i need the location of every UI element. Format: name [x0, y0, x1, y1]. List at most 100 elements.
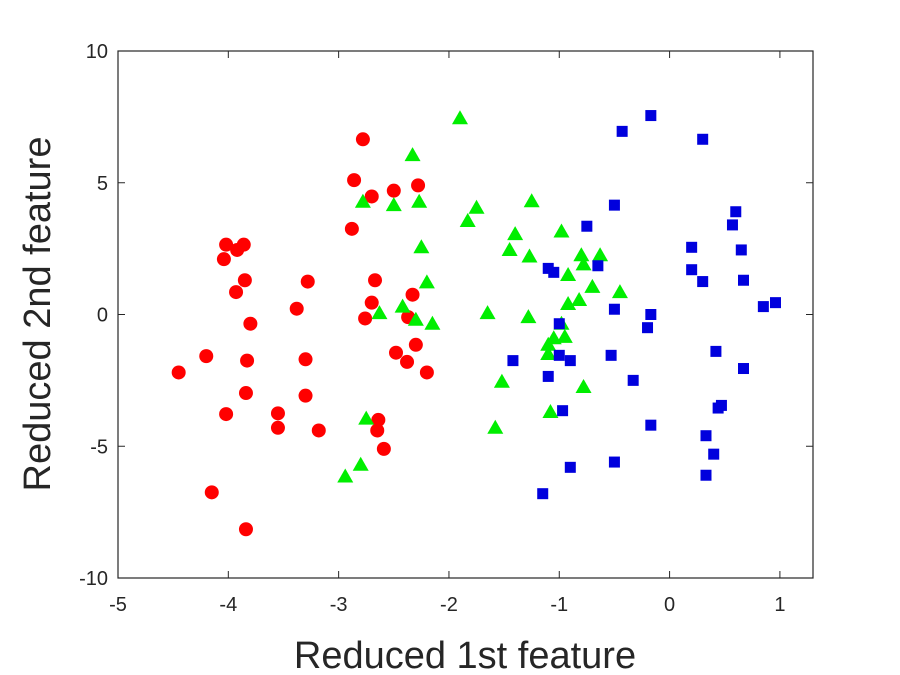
square-point — [564, 461, 576, 473]
triangle-point — [468, 199, 485, 214]
circle-point — [386, 183, 401, 198]
y-tick-label: -10 — [79, 568, 108, 590]
triangle-point — [573, 247, 590, 262]
square-point — [697, 276, 709, 288]
circle-point — [370, 423, 385, 438]
triangle-point — [571, 292, 588, 307]
circle-point — [405, 287, 420, 302]
triangle-point — [520, 309, 537, 324]
circle-point — [219, 407, 234, 422]
triangle-point — [553, 223, 570, 238]
square-point — [730, 206, 742, 218]
triangle-point — [451, 110, 468, 125]
square-point — [542, 370, 554, 382]
square-point — [686, 241, 698, 253]
triangle-point — [487, 419, 504, 434]
circle-point — [347, 173, 362, 188]
y-axis: -10 -5 0 5 10 — [79, 41, 813, 590]
triangle-point — [337, 468, 354, 483]
triangle-point — [501, 241, 518, 256]
triangle-point — [385, 197, 402, 212]
square-point — [757, 301, 769, 313]
circle-point — [204, 485, 219, 500]
circle-point — [243, 316, 258, 331]
triangle-point — [413, 239, 430, 254]
triangle-point — [560, 295, 577, 310]
square-point — [564, 355, 576, 367]
square-point — [738, 363, 749, 375]
circle-point — [368, 273, 383, 288]
circle-point — [300, 274, 315, 289]
triangle-point — [418, 274, 435, 289]
x-axis-label: Reduced 1st feature — [294, 635, 636, 675]
square-point — [616, 125, 628, 137]
circle-point — [216, 252, 231, 267]
series-square — [507, 110, 781, 500]
y-tick-label: 5 — [97, 173, 108, 195]
x-tick-label: -1 — [550, 594, 568, 616]
triangle-point — [411, 193, 428, 208]
triangle-point — [424, 315, 441, 330]
circle-point — [411, 178, 426, 193]
square-point — [735, 244, 747, 256]
square-point — [645, 419, 657, 431]
square-point — [557, 405, 569, 417]
square-point — [708, 448, 720, 460]
triangle-point — [584, 278, 601, 293]
triangle-point — [560, 266, 577, 281]
y-tick-label: 10 — [86, 41, 108, 63]
square-point — [627, 374, 639, 386]
square-point — [608, 199, 620, 211]
x-tick-label: -3 — [330, 594, 348, 616]
square-point — [686, 264, 698, 276]
square-point — [738, 274, 749, 286]
square-point — [581, 220, 593, 232]
square-point — [507, 355, 519, 367]
circle-point — [199, 349, 214, 364]
square-point — [715, 399, 727, 411]
x-tick-label: 0 — [664, 594, 675, 616]
circle-point — [298, 352, 313, 367]
triangle-point — [459, 212, 476, 227]
square-point — [642, 322, 654, 334]
circle-point — [389, 345, 403, 360]
triangle-point — [592, 247, 609, 262]
circle-point — [270, 420, 285, 435]
square-point — [700, 430, 712, 442]
circle-point — [311, 423, 326, 438]
x-axis: -5 -4 -3 -2 -1 0 1 — [109, 51, 785, 616]
circle-point — [270, 406, 285, 421]
triangle-point — [523, 193, 540, 208]
square-point — [592, 260, 604, 272]
square-point — [645, 110, 657, 122]
y-axis-label: Reduced 2nd feature — [17, 137, 59, 492]
square-point — [537, 488, 549, 500]
square-point — [553, 349, 565, 361]
triangle-point — [352, 456, 369, 471]
circle-point — [358, 311, 373, 326]
square-point — [645, 309, 657, 320]
circle-point — [364, 189, 379, 204]
series-triangle — [337, 110, 628, 483]
triangle-point — [611, 284, 628, 299]
square-point — [769, 297, 781, 309]
triangle-point — [371, 305, 388, 320]
triangle-point — [521, 248, 538, 263]
x-tick-label: 1 — [774, 594, 785, 616]
plot-background — [118, 51, 813, 578]
x-tick-label: -4 — [219, 594, 237, 616]
square-point — [726, 219, 738, 231]
square-point — [608, 303, 620, 315]
circle-point — [400, 354, 415, 369]
circle-point — [237, 273, 252, 288]
square-point — [710, 345, 722, 357]
circle-point — [240, 353, 255, 368]
square-point — [697, 133, 709, 145]
circle-point — [355, 132, 370, 147]
square-point — [542, 262, 554, 274]
triangle-point — [540, 336, 557, 351]
circle-point — [229, 285, 244, 300]
triangle-point — [507, 226, 524, 241]
